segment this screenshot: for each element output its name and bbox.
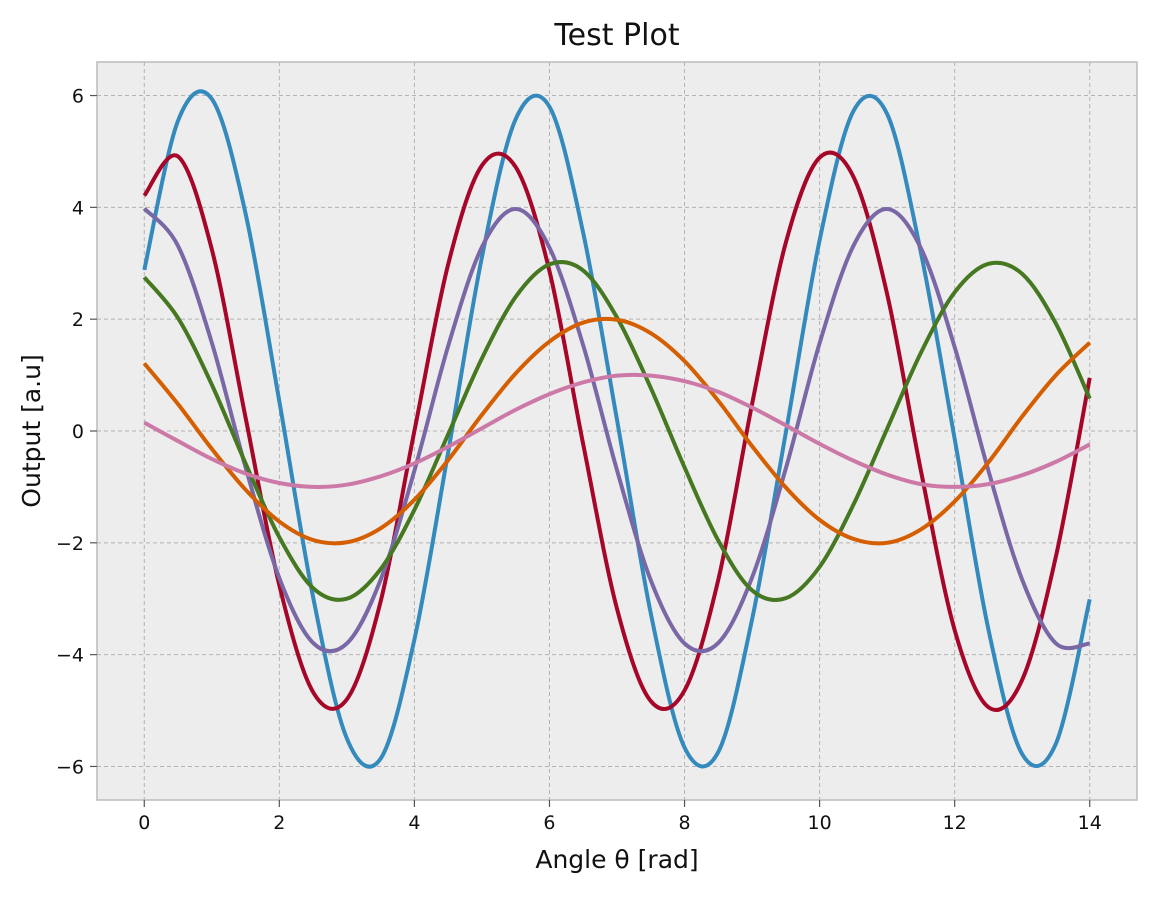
x-tick-label: 0 xyxy=(138,812,150,834)
y-tick-label: 4 xyxy=(72,197,84,219)
x-tick-label: 2 xyxy=(273,812,285,834)
series-line-2 xyxy=(142,150,1092,712)
x-axis-label: Angle θ [rad] xyxy=(535,845,698,874)
x-tick-label: 6 xyxy=(543,812,555,834)
x-tick-label: 4 xyxy=(408,812,420,834)
y-tick-label: 2 xyxy=(72,309,84,331)
x-tick-label: 10 xyxy=(808,812,832,834)
series-line-5 xyxy=(142,316,1092,546)
series-line-6 xyxy=(143,372,1091,489)
x-tick-label: 8 xyxy=(678,812,690,834)
y-tick-label: −2 xyxy=(56,533,84,555)
y-tick-label: 6 xyxy=(72,86,84,108)
chart-title: Test Plot xyxy=(553,18,679,53)
ticks: 0 2 4 6 8 10 12 14 −6 −4 −2 0 2 4 6 xyxy=(56,86,1102,834)
x-tick-label: 14 xyxy=(1078,812,1102,834)
y-tick-label: −6 xyxy=(56,756,84,778)
series-line-4 xyxy=(142,260,1092,602)
y-tick-label: −4 xyxy=(56,645,84,667)
y-tick-label: 0 xyxy=(72,421,84,443)
grid xyxy=(97,62,1137,800)
series-line-3 xyxy=(142,207,1091,654)
x-tick-label: 12 xyxy=(943,812,967,834)
series-layer xyxy=(142,89,1092,769)
y-axis-label: Output [a.u] xyxy=(17,354,46,507)
